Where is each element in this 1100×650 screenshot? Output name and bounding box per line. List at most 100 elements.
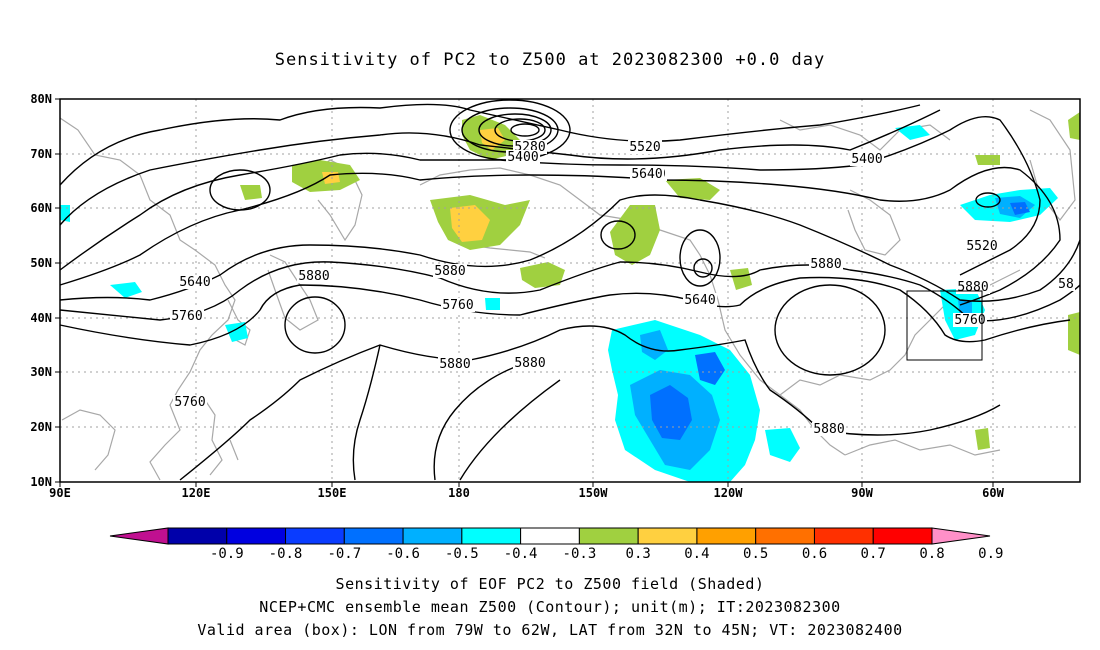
contour-closed [975, 192, 1001, 208]
contour-label-bg [441, 298, 475, 312]
contour-line [59, 103, 921, 186]
lat-tick-label: 10N [30, 475, 52, 489]
contour-label: 5640 [684, 293, 715, 308]
contour-label: 5880 [957, 280, 988, 295]
colorbar-swatch [872, 527, 933, 545]
contour-label-bg [438, 357, 472, 371]
contour-label: 5640 [631, 167, 662, 182]
contour-label-bg [170, 309, 204, 323]
contour-labels: 5280540055205640540055205640588056405760… [170, 140, 1075, 437]
contour-closed [209, 169, 271, 211]
colorbar-high-end [931, 527, 991, 545]
contour-label-bg [850, 152, 884, 166]
chart-title: Sensitivity of PC2 to Z500 at 2023082300… [274, 50, 826, 70]
lon-tick-label: 90W [851, 486, 873, 500]
coastline-philippines [204, 399, 239, 476]
contour-label-bg [630, 167, 664, 181]
colorbar-label: 0.8 [919, 546, 944, 562]
contour-line [59, 109, 941, 226]
colorbar-swatch [402, 527, 463, 545]
colorbar-swatch [578, 527, 639, 545]
contour-line [459, 379, 561, 481]
positive-shading [240, 112, 1080, 450]
contour-label: 5760 [442, 298, 473, 313]
lat-tick-label: 50N [30, 256, 52, 270]
contour-label: 5880 [813, 422, 844, 437]
colorbar: -0.9 -0.8 -0.7 -0.6 -0.5 -0.4 -0.3 0.3 0.4 0.5 0.6… [109, 527, 1003, 562]
caption-shading: Sensitivity of EOF PC2 to Z500 field (Sh… [335, 575, 765, 593]
contour-label: 5400 [851, 152, 882, 167]
contour-label-bg [297, 269, 331, 283]
caption-contour: NCEP+CMC ensemble mean Z500 (Contour); u… [259, 598, 841, 616]
contour-label: 5880 [514, 356, 545, 371]
colorbar-label: 0.3 [626, 546, 651, 562]
lat-tick-label: 40N [30, 311, 52, 325]
colorbar-swatch [696, 527, 757, 545]
contour-label: 5760 [171, 309, 202, 324]
coastline-na-west [709, 274, 846, 456]
lon-tick-label: 180 [448, 486, 470, 500]
contour-closed [284, 296, 346, 354]
colorbar-label: -0.5 [445, 546, 479, 562]
contour-label-bg [965, 239, 999, 253]
colorbar-swatch [520, 527, 580, 545]
lon-tick-label: 150W [579, 486, 609, 500]
coastline-korea-japan [227, 254, 319, 346]
colorbar-label: -0.7 [327, 546, 361, 562]
colorbar-label: -0.4 [504, 546, 538, 562]
coastline-central-america [844, 439, 1001, 456]
coastline-alaska [419, 167, 711, 276]
contour-label-bg [809, 257, 843, 271]
contour-label-bg [513, 356, 547, 370]
contour-label-bg [1057, 277, 1075, 291]
colorbar-low-end [109, 527, 169, 545]
contour-label: 58 [1058, 277, 1074, 292]
colorbar-label: 0.7 [861, 546, 886, 562]
contour-label: 5760 [174, 395, 205, 410]
contour-label-bg [683, 293, 717, 307]
z500-contours [59, 99, 1081, 481]
lon-tick-label: 60W [982, 486, 1004, 500]
contour-line [433, 364, 521, 481]
contour-closed [600, 220, 636, 250]
colorbar-label: -0.8 [269, 546, 303, 562]
lon-tick-label: 90E [49, 486, 71, 500]
colorbar-swatch [637, 527, 698, 545]
contour-closed [510, 123, 540, 137]
contour-line [59, 194, 1081, 302]
contour-line [59, 261, 1081, 322]
lon-tick-label: 120W [714, 486, 744, 500]
colorbar-swatch [167, 527, 228, 545]
contour-label-bg [628, 140, 662, 154]
contour-label: 5880 [439, 357, 470, 372]
contour-label-bg [178, 275, 212, 289]
contour-label-bg [433, 264, 467, 278]
caption-valid-area: Valid area (box): LON from 79W to 62W, L… [197, 621, 903, 639]
colorbar-swatch [285, 527, 345, 545]
contour-closed [774, 284, 886, 376]
contour-line [352, 344, 381, 481]
colorbar-swatch [813, 527, 874, 545]
valid-area-box [906, 290, 983, 361]
lat-tick-label: 30N [30, 365, 52, 379]
colorbar-label: 0.9 [978, 546, 1003, 562]
sensitivity-shading [60, 112, 1080, 482]
contour-closed [693, 258, 713, 278]
coastline-indochina [61, 409, 116, 471]
contour-label: 5880 [298, 269, 329, 284]
contour-label: 5520 [629, 140, 660, 155]
coastlines [59, 109, 1076, 481]
colorbar-swatch [343, 527, 404, 545]
colorbar-label: 0.4 [684, 546, 709, 562]
lon-tick-label: 150E [318, 486, 347, 500]
colorbar-label: 0.5 [743, 546, 768, 562]
contour-label: 5760 [954, 313, 985, 328]
contour-label: 5640 [179, 275, 210, 290]
colorbar-swatch [226, 527, 287, 545]
colorbar-label: 0.6 [802, 546, 827, 562]
lon-tick-label: 120E [182, 486, 211, 500]
contour-label: 5400 [507, 150, 538, 165]
colorbar-swatch [461, 527, 522, 545]
colorbar-label: -0.3 [563, 546, 597, 562]
